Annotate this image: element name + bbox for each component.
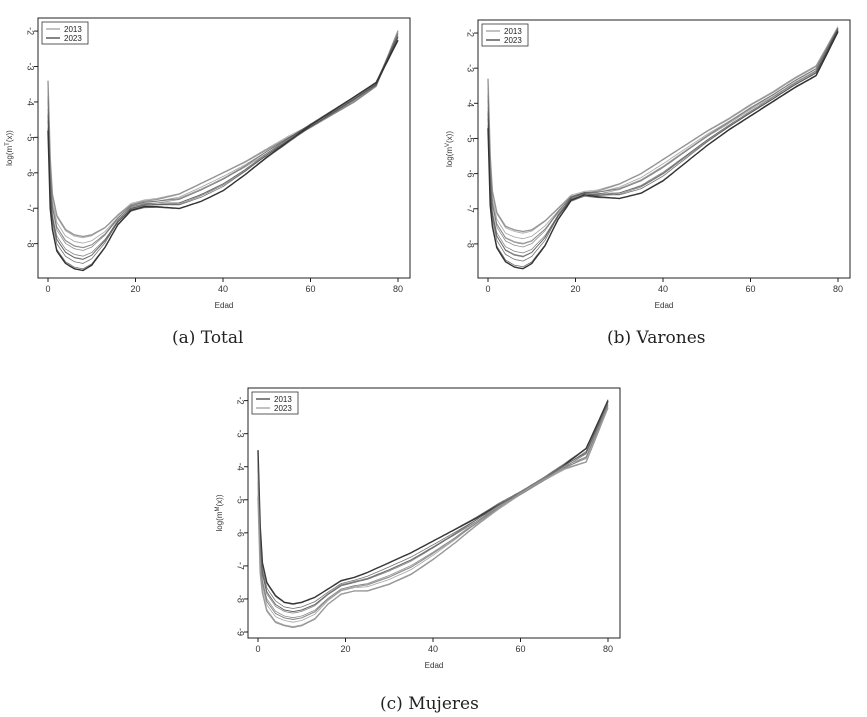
x-axis-label: Edad (655, 301, 674, 310)
series-line-2013 (487, 27, 839, 233)
curve-bundle (487, 26, 839, 270)
y-tick-label: -4 (26, 98, 36, 106)
y-tick-label: -5 (236, 496, 246, 504)
y-tick-label: -4 (466, 99, 476, 107)
legend-label: 2013 (64, 25, 82, 34)
y-tick-label: -3 (26, 63, 36, 71)
intermediate-year-line (257, 405, 609, 619)
y-tick-label: -7 (26, 204, 36, 212)
chart-total: 0 20 40 60 80 -2 -3 -4 -5 -6 -7 -8 Edad log(mT(x)) 201… (5, 17, 411, 310)
x-tick-label: 20 (340, 644, 350, 654)
y-tick-label: -7 (236, 562, 246, 570)
intermediate-year-line (257, 402, 609, 612)
intermediate-year-line (47, 37, 399, 257)
x-tick-label: 60 (515, 644, 525, 654)
series-line-2023 (487, 31, 839, 270)
intermediate-year-line (257, 405, 609, 623)
x-tick-label: 80 (393, 284, 403, 294)
intermediate-year-line (487, 30, 839, 254)
y-tick-label: -8 (236, 595, 246, 603)
intermediate-year-line (487, 28, 839, 258)
y-tick-label: -8 (466, 240, 476, 248)
y-tick-label: -8 (26, 240, 36, 248)
x-tick-label: 80 (603, 644, 613, 654)
y-tick-label: -2 (236, 397, 246, 405)
y-tick-label: -2 (26, 27, 36, 35)
y-tick-label: -3 (466, 64, 476, 72)
intermediate-year-line (257, 399, 609, 605)
x-axis-label: Edad (425, 661, 444, 670)
y-tick-label: -7 (466, 205, 476, 213)
plot-frame (37, 17, 411, 279)
chart-varones: 0 20 40 60 80 -2 -3 -4 -5 -6 -7 -8 Edad log(mV(x)) 201… (445, 19, 851, 310)
y-tick-label: -4 (236, 463, 246, 471)
x-tick-label: 0 (485, 284, 490, 294)
x-tick-label: 60 (305, 284, 315, 294)
panel-mujeres: 0 20 40 60 80 -2 -3 -4 -5 -6 -7 -8 -9 Edad log(mM(x)) 2… (210, 380, 630, 680)
y-tick-label: -9 (236, 628, 246, 636)
intermediate-year-line (47, 35, 399, 260)
y-tick-label: -5 (466, 134, 476, 142)
x-tick-label: 40 (658, 284, 668, 294)
y-axis-label: log(mT(x)) (5, 130, 14, 166)
y-tick-label: -6 (26, 169, 36, 177)
intermediate-year-line (47, 34, 399, 248)
panel-varones: 0 20 40 60 80 -2 -3 -4 -5 -6 -7 -8 Edad log(mV(x)) 201… (440, 12, 860, 322)
intermediate-year-line (487, 27, 839, 248)
intermediate-year-line (257, 403, 609, 620)
intermediate-year-line (47, 33, 399, 249)
y-tick-label: -6 (466, 170, 476, 178)
plot-frame (247, 387, 621, 639)
intermediate-year-line (487, 30, 839, 257)
x-tick-label: 40 (428, 644, 438, 654)
intermediate-year-line (257, 405, 609, 621)
x-tick-label: 20 (130, 284, 140, 294)
y-tick-label: -5 (26, 133, 36, 141)
legend-label: 2023 (64, 34, 82, 43)
y-tick-label: -3 (236, 430, 246, 438)
intermediate-year-line (487, 32, 839, 268)
x-tick-label: 80 (833, 284, 843, 294)
intermediate-year-line (47, 33, 399, 251)
x-tick-label: 0 (255, 644, 260, 654)
series-line-2023 (257, 407, 609, 629)
series-line-2013 (257, 400, 609, 605)
curve-bundle (257, 399, 609, 629)
series-line-2023 (47, 39, 399, 272)
y-axis-label: log(mV(x)) (445, 131, 454, 167)
x-tick-label: 40 (218, 284, 228, 294)
intermediate-year-line (257, 403, 609, 613)
panel-total: 0 20 40 60 80 -2 -3 -4 -5 -6 -7 -8 Edad log(mT(x)) 201… (0, 10, 420, 320)
caption-mujeres: (c) Mujeres (380, 694, 479, 714)
x-tick-label: 20 (570, 284, 580, 294)
intermediate-year-line (487, 28, 839, 240)
caption-total: (a) Total (172, 328, 244, 348)
x-tick-label: 60 (745, 284, 755, 294)
legend-label: 2013 (504, 27, 522, 36)
intermediate-year-line (257, 402, 609, 614)
caption-varones: (b) Varones (607, 328, 706, 348)
series-line-2013 (47, 30, 399, 238)
intermediate-year-line (47, 29, 399, 239)
intermediate-year-line (257, 402, 609, 609)
y-tick-label: -2 (466, 29, 476, 37)
intermediate-year-line (257, 408, 609, 627)
y-axis-label: log(mM(x)) (215, 494, 224, 531)
x-tick-label: 0 (45, 284, 50, 294)
intermediate-year-line (47, 37, 399, 260)
x-axis-label: Edad (215, 301, 234, 310)
plot-frame (477, 19, 851, 279)
intermediate-year-line (487, 29, 839, 262)
curve-bundle (47, 29, 399, 272)
legend-label: 2023 (504, 36, 522, 45)
chart-mujeres: 0 20 40 60 80 -2 -3 -4 -5 -6 -7 -8 -9 Edad log(mM(x)) 2… (215, 387, 621, 670)
intermediate-year-line (487, 28, 839, 245)
intermediate-year-line (487, 26, 839, 234)
legend-label: 2023 (274, 404, 292, 413)
y-tick-label: -6 (236, 529, 246, 537)
legend-label: 2013 (274, 395, 292, 404)
intermediate-year-line (487, 30, 839, 244)
intermediate-year-line (47, 32, 399, 244)
